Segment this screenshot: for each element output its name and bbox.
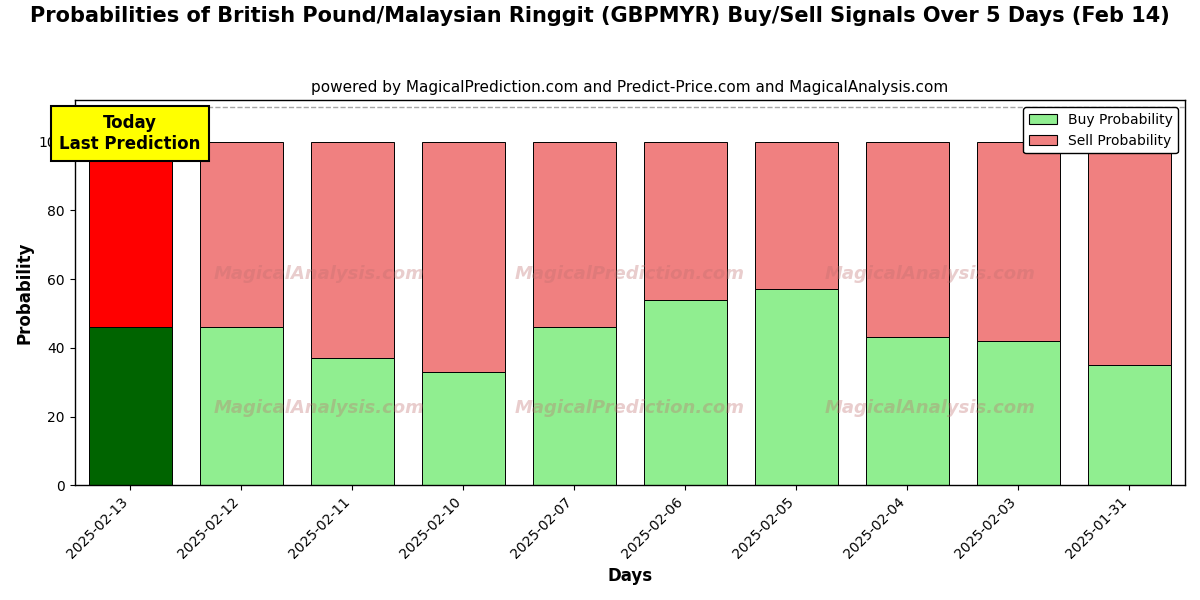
Text: Probabilities of British Pound/Malaysian Ringgit (GBPMYR) Buy/Sell Signals Over : Probabilities of British Pound/Malaysian…	[30, 6, 1170, 26]
Bar	[643, 299, 727, 485]
Bar	[865, 142, 949, 337]
Legend: Buy Probability, Sell Probability: Buy Probability, Sell Probability	[1024, 107, 1178, 154]
Bar	[311, 142, 394, 358]
Bar	[977, 142, 1060, 341]
Bar	[421, 142, 505, 372]
Bar	[199, 142, 283, 327]
Bar	[533, 142, 616, 327]
Bar	[89, 327, 172, 485]
Bar	[1088, 365, 1171, 485]
Bar	[421, 372, 505, 485]
Text: MagicalAnalysis.com: MagicalAnalysis.com	[214, 399, 425, 417]
Bar	[865, 337, 949, 485]
Y-axis label: Probability: Probability	[16, 242, 34, 344]
Bar	[755, 289, 838, 485]
Bar	[755, 142, 838, 289]
Text: MagicalAnalysis.com: MagicalAnalysis.com	[824, 399, 1036, 417]
Bar	[199, 327, 283, 485]
Text: MagicalAnalysis.com: MagicalAnalysis.com	[824, 265, 1036, 283]
Bar	[533, 327, 616, 485]
Bar	[89, 142, 172, 327]
X-axis label: Days: Days	[607, 567, 653, 585]
Text: Today
Last Prediction: Today Last Prediction	[60, 114, 200, 153]
Title: powered by MagicalPrediction.com and Predict-Price.com and MagicalAnalysis.com: powered by MagicalPrediction.com and Pre…	[311, 80, 948, 95]
Bar	[643, 142, 727, 299]
Bar	[1088, 142, 1171, 365]
Text: MagicalPrediction.com: MagicalPrediction.com	[515, 265, 745, 283]
Text: MagicalAnalysis.com: MagicalAnalysis.com	[214, 265, 425, 283]
Text: MagicalPrediction.com: MagicalPrediction.com	[515, 399, 745, 417]
Bar	[977, 341, 1060, 485]
Bar	[311, 358, 394, 485]
